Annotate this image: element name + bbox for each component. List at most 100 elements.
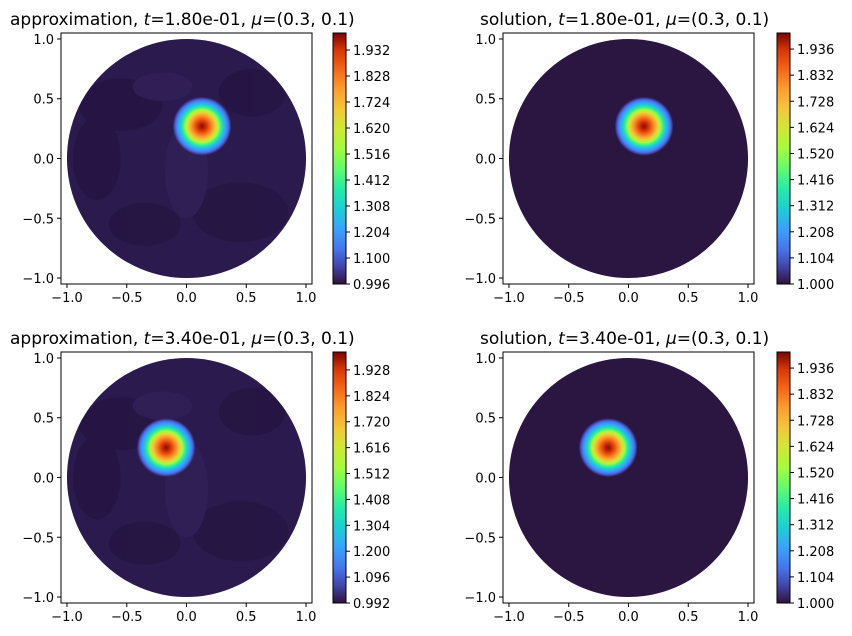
colorbar-tick-label: 1.208 (797, 545, 834, 560)
y-tick-label: 1.0 (475, 33, 496, 48)
x-tick-label: −0.5 (553, 291, 585, 306)
colorbar-tick-label: 1.000 (797, 597, 834, 612)
artifact-blob (108, 202, 181, 246)
x-tick-label: −1.0 (51, 291, 83, 306)
x-tick-label: 0.5 (236, 291, 257, 306)
colorbar-tick-label: 1.308 (353, 200, 390, 215)
artifact-blob (78, 78, 163, 132)
colorbar-tick-label: 0.992 (353, 597, 390, 612)
artifact-blob (72, 116, 121, 201)
y-tick-label: 0.0 (33, 153, 54, 168)
y-tick-label: 0.5 (33, 93, 54, 108)
y-tick-label: 0.5 (475, 93, 496, 108)
colorbar-tick-label: 1.624 (797, 121, 834, 136)
colorbar-tick-label: 1.824 (353, 390, 390, 405)
x-tick-label: −1.0 (493, 291, 525, 306)
y-tick-label: 0.0 (33, 472, 54, 487)
panel-2: solution, t=1.80e-01, μ=(0.3, 0.1) −1.0 −0… (464, 10, 834, 306)
domain-disc (508, 38, 749, 279)
peak-blob (136, 417, 197, 478)
colorbar-tick-label: 1.520 (797, 147, 834, 162)
y-tick-label: 1.0 (33, 33, 54, 48)
peak-blob (614, 96, 675, 157)
colorbar-tick-label: 1.832 (797, 388, 834, 403)
approximation-artifacts (72, 387, 289, 565)
colorbar-tick-label: 1.312 (797, 519, 834, 534)
x-tick-label: −1.0 (51, 610, 83, 625)
colorbar-tick-label: 1.312 (797, 200, 834, 215)
colorbar-tick-label: 1.416 (797, 493, 834, 508)
colorbar-tick-label: 1.416 (797, 174, 834, 189)
colorbar-tick-label: 1.104 (797, 571, 834, 586)
panel-4: solution, t=3.40e-01, μ=(0.3, 0.1) −1.0 −0… (464, 329, 834, 625)
colorbar-tick-label: 1.936 (797, 43, 834, 58)
colorbar (332, 32, 347, 285)
colorbar-tick-label: 1.000 (797, 278, 834, 293)
colorbar-tick-label: 1.104 (797, 252, 834, 267)
peak-group (578, 417, 639, 478)
y-tick-label: 0.0 (475, 472, 496, 487)
domain-disc (66, 357, 307, 598)
artifact-blob (108, 521, 181, 565)
colorbar (776, 32, 791, 285)
colorbar-tick-label: 1.096 (353, 571, 390, 586)
domain-disc (66, 38, 307, 279)
colorbar-tick-label: 1.624 (797, 440, 834, 455)
y-tick-label: 1.0 (475, 352, 496, 367)
colorbar-tick-label: 1.100 (353, 252, 390, 267)
colorbar-tick-label: 1.512 (353, 468, 390, 483)
colorbar-tick-label: 1.936 (797, 362, 834, 377)
x-tick-label: 1.0 (296, 291, 317, 306)
y-tick-label: −1.0 (464, 272, 496, 287)
colorbar-tick-label: 1.408 (353, 493, 390, 508)
peak-group (614, 96, 675, 157)
colorbar-tick-label: 1.832 (797, 69, 834, 84)
approximation-artifacts (72, 68, 289, 246)
y-tick-label: 0.0 (475, 153, 496, 168)
domain-disc (508, 357, 749, 598)
artifact-blob (218, 68, 286, 117)
panel-1: approximation, t=1.80e-01, μ=(0.3, 0.1) −… (10, 10, 390, 306)
panel-title: solution, t=1.80e-01, μ=(0.3, 0.1) (480, 10, 769, 30)
artifact-blob (72, 435, 121, 520)
colorbar-tick-label: 1.520 (797, 466, 834, 481)
colorbar-tick-label: 1.620 (353, 122, 390, 137)
colorbar-tick-label: 1.728 (797, 414, 834, 429)
panel-3: approximation, t=3.40e-01, μ=(0.3, 0.1) −… (10, 329, 390, 625)
peak-blob (578, 417, 639, 478)
x-tick-label: 0.5 (678, 291, 699, 306)
x-tick-label: 0.5 (678, 610, 699, 625)
colorbar-tick-label: 1.304 (353, 519, 390, 534)
artifact-blob (218, 387, 286, 436)
y-tick-label: 0.5 (475, 412, 496, 427)
x-tick-label: 0.0 (176, 610, 197, 625)
y-tick-label: −0.5 (22, 531, 54, 546)
y-tick-label: −1.0 (22, 591, 54, 606)
x-tick-label: −1.0 (493, 610, 525, 625)
y-tick-label: −0.5 (464, 531, 496, 546)
x-tick-label: 0.0 (176, 291, 197, 306)
colorbar-tick-label: 1.828 (353, 70, 390, 85)
colorbar (776, 351, 791, 604)
x-tick-label: 1.0 (738, 291, 759, 306)
peak-group (172, 96, 233, 157)
y-tick-label: 1.0 (33, 352, 54, 367)
x-tick-label: −0.5 (111, 291, 143, 306)
colorbar-tick-label: 1.932 (353, 44, 390, 59)
panel-title: approximation, t=3.40e-01, μ=(0.3, 0.1) (10, 329, 355, 349)
colorbar-tick-label: 1.728 (797, 95, 834, 110)
y-tick-label: −0.5 (464, 212, 496, 227)
artifact-blob (192, 182, 289, 243)
colorbar-tick-label: 1.616 (353, 442, 390, 457)
panel-title: approximation, t=1.80e-01, μ=(0.3, 0.1) (10, 10, 355, 30)
x-tick-label: −0.5 (111, 610, 143, 625)
peak-blob (172, 96, 233, 157)
artifact-blob (132, 72, 193, 102)
colorbar-tick-label: 1.412 (353, 174, 390, 189)
artifact-blob (132, 391, 193, 421)
x-tick-label: −0.5 (553, 610, 585, 625)
x-tick-label: 0.5 (236, 610, 257, 625)
colorbar-tick-label: 1.928 (353, 364, 390, 379)
y-tick-label: 0.5 (33, 412, 54, 427)
